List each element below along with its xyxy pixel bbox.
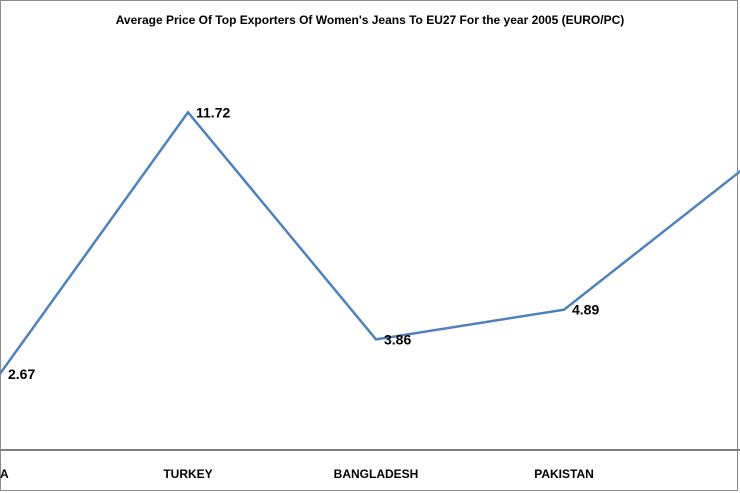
x-tick-label-4: PAKISTAN: [534, 467, 594, 481]
data-label-4: 4.89: [572, 302, 599, 318]
x-tick-label-3: BANGLADESH: [334, 467, 419, 481]
series-line: [0, 110, 740, 375]
data-label-1: 2.67: [8, 366, 35, 382]
label-layer: 2.67 11.72 3.86 4.89 NA TURKEY BANGLADESH PAKIS…: [0, 104, 599, 481]
x-tick-label-2: TURKEY: [163, 467, 212, 481]
chart-title: Average Price Of Top Exporters Of Women'…: [115, 13, 625, 27]
x-tick-label-1: NA: [0, 467, 9, 481]
data-label-3: 3.86: [384, 331, 411, 347]
data-label-2: 11.72: [196, 104, 230, 120]
